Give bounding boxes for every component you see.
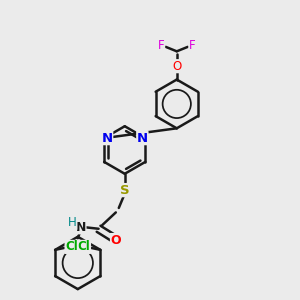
Text: F: F (158, 39, 165, 52)
Text: N: N (137, 132, 148, 145)
Text: Cl: Cl (78, 240, 91, 254)
Text: S: S (120, 184, 130, 196)
Text: N: N (102, 132, 113, 145)
Text: O: O (110, 234, 121, 247)
Text: H: H (68, 216, 77, 229)
Text: O: O (172, 60, 182, 73)
Text: Cl: Cl (65, 240, 78, 254)
Text: F: F (189, 39, 196, 52)
Text: N: N (76, 221, 86, 234)
